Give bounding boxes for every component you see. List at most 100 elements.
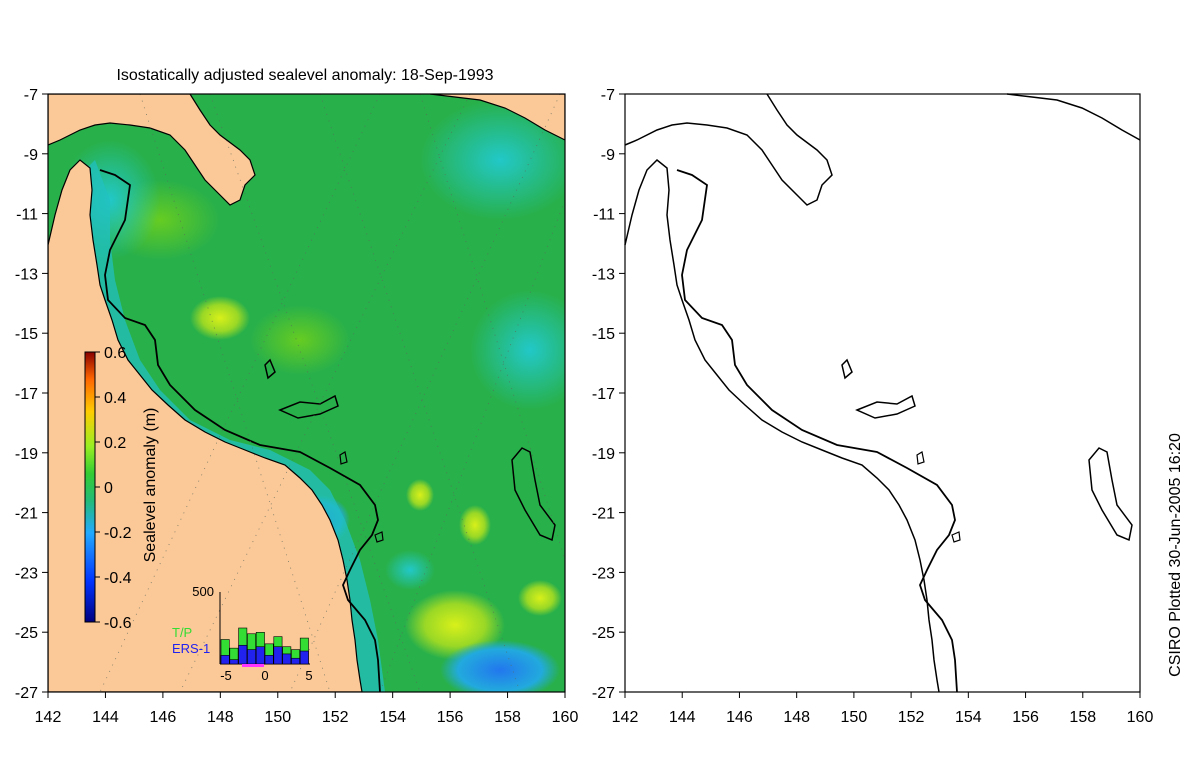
anomaly-map-panel — [48, 94, 565, 692]
y-tick-label: -21 — [592, 506, 615, 523]
colorbar-label: Sealevel anomaly (m) — [142, 408, 159, 563]
x-tick-label: 142 — [35, 709, 62, 726]
new-guinea-land[interactable] — [48, 94, 256, 206]
australia-land[interactable] — [48, 159, 363, 692]
colorbar-tick-label: 0.6 — [104, 345, 126, 362]
histogram-inset: 500 T/P ERS-1 -5 0 5 — [172, 584, 313, 683]
anomaly-blob — [470, 290, 565, 410]
outline-island — [841, 358, 853, 380]
anomaly-blob — [385, 550, 435, 590]
colorbar-tick-label: 0.2 — [104, 435, 126, 452]
y-tick-label: -25 — [592, 625, 615, 642]
outline-island — [1088, 447, 1133, 542]
y-tick-label: -15 — [15, 326, 38, 343]
anomaly-blob — [420, 100, 565, 220]
y-tick-label: -17 — [592, 386, 615, 403]
y-tick-label: -19 — [15, 446, 38, 463]
histogram-bar-ers1 — [238, 644, 248, 665]
colorbar-tick-label: 0 — [104, 480, 113, 497]
histogram-bar-ers1 — [291, 657, 300, 665]
y-tick-label: -13 — [592, 266, 615, 283]
colorbar-tick-label: -0.6 — [104, 615, 132, 632]
y-tick-label: -25 — [15, 625, 38, 642]
x-tick-label: 142 — [612, 709, 639, 726]
y-tick-label: -9 — [601, 147, 615, 164]
y-tick-label: -17 — [15, 386, 38, 403]
x-tick-label: 146 — [726, 709, 753, 726]
y-tick-label: -7 — [24, 87, 38, 104]
colorbar-tick-label: -0.2 — [104, 525, 132, 542]
x-tick-label: 158 — [1069, 709, 1096, 726]
legend-tp: T/P — [172, 625, 192, 640]
x-tick-label: 160 — [552, 709, 579, 726]
outline-map-panel — [624, 93, 1141, 693]
x-tick-label: 146 — [150, 709, 177, 726]
x-tick-label: 150 — [841, 709, 868, 726]
colorbar-tick-label: -0.4 — [104, 570, 132, 587]
x-tick-label: 152 — [322, 709, 349, 726]
histogram-x-tick: 0 — [261, 668, 268, 683]
y-tick-label: -19 — [592, 446, 615, 463]
histogram-bar-ers1 — [299, 650, 309, 665]
anomaly-blob — [518, 580, 562, 616]
y-tick-label: -7 — [601, 87, 615, 104]
x-tick-label: 152 — [898, 709, 925, 726]
y-tick-label: -27 — [592, 685, 615, 702]
anomaly-blob — [440, 640, 560, 692]
histogram-bar-ers1 — [220, 655, 230, 665]
histogram-x-tick: -5 — [220, 668, 232, 683]
island — [278, 394, 339, 419]
new-britain-land[interactable] — [429, 94, 565, 141]
island — [264, 358, 276, 380]
x-tick-label: 144 — [92, 709, 119, 726]
histogram-x-tick: 5 — [305, 668, 312, 683]
shelf-contour — [99, 169, 381, 692]
y-tick-label: -27 — [15, 685, 38, 702]
colorbar-swatch — [84, 351, 96, 623]
outline-new-britain — [1006, 93, 1141, 141]
colorbar: 0.6 0.4 0.2 0 -0.2 -0.4 -0.6 Sealevel anomaly … — [84, 345, 159, 632]
histogram-y-tick: 500 — [192, 584, 214, 599]
x-tick-label: 160 — [1127, 709, 1154, 726]
histogram-bar-ers1 — [273, 646, 283, 665]
plot-title: Isostatically adjusted sealevel anomaly:… — [116, 67, 493, 84]
anomaly-blob — [406, 479, 434, 511]
x-tick-label: 158 — [494, 709, 521, 726]
y-tick-label: -11 — [16, 207, 38, 224]
histogram-bar-ers1 — [282, 653, 292, 665]
island — [339, 451, 348, 465]
histogram-bar-ers1 — [247, 649, 256, 665]
anomaly-blob — [250, 305, 350, 375]
x-tick-label: 154 — [379, 709, 406, 726]
x-tick-label: 154 — [955, 709, 982, 726]
y-tick-label: -13 — [15, 266, 38, 283]
histogram-bar-ers1 — [264, 655, 274, 665]
outline-island — [855, 394, 916, 419]
outline-australia-coast — [624, 158, 940, 693]
x-tick-label: 156 — [1012, 709, 1039, 726]
x-tick-label: 156 — [437, 709, 464, 726]
y-tick-label: -23 — [15, 565, 38, 582]
y-tick-label: -21 — [15, 506, 38, 523]
y-tick-label: -23 — [592, 565, 615, 582]
x-tick-label: 144 — [669, 709, 696, 726]
y-tick-label: -9 — [24, 147, 38, 164]
y-tick-label: -15 — [592, 326, 615, 343]
legend-ers1: ERS-1 — [172, 641, 210, 656]
anomaly-blob — [190, 296, 250, 340]
island — [511, 447, 556, 542]
x-tick-label: 148 — [207, 709, 234, 726]
island — [374, 531, 384, 543]
histogram-bar-ers1 — [255, 646, 265, 665]
histogram-range-marker — [242, 664, 264, 667]
outline-island — [951, 531, 961, 543]
right-map-frame — [624, 93, 1141, 693]
outline-new-guinea — [624, 93, 833, 206]
outline-island — [916, 451, 925, 465]
ground-tracks — [99, 94, 565, 692]
x-tick-label: 148 — [783, 709, 810, 726]
colorbar-tick-label: 0.4 — [104, 390, 126, 407]
histogram-bar-ers1 — [229, 659, 239, 665]
anomaly-blob — [459, 505, 491, 545]
